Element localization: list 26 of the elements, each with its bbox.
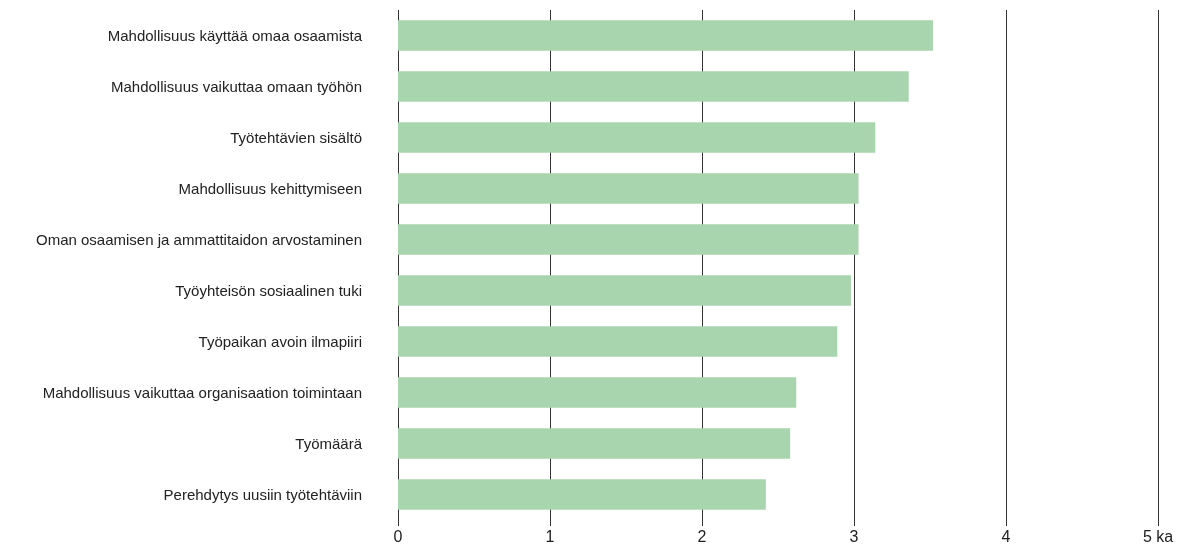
bar — [398, 122, 876, 153]
y-tick-label: Mahdollisuus kehittymiseen — [178, 180, 362, 197]
bar — [398, 326, 838, 357]
x-tick-label: 0 — [393, 527, 403, 545]
y-tick-label: Mahdollisuus vaikuttaa omaan työhön — [111, 78, 362, 95]
bar — [398, 275, 851, 306]
y-tick-label: Perehdytys uusiin työtehtäviin — [163, 486, 362, 503]
bar — [398, 377, 797, 408]
bar — [398, 173, 859, 204]
x-tick-label: 3 — [849, 527, 859, 545]
x-tick-label: 2 — [697, 527, 707, 545]
bar — [398, 224, 859, 255]
y-tick-label: Työpaikan avoin ilmapiiri — [198, 333, 362, 350]
y-tick-label: Mahdollisuus käyttää omaa osaamista — [107, 27, 363, 44]
bar — [398, 428, 791, 459]
bar — [398, 479, 766, 510]
x-tick-label: 1 — [545, 527, 555, 545]
x-tick-label: 4 — [1001, 527, 1011, 545]
bar — [398, 20, 934, 51]
y-tick-label: Oman osaamisen ja ammattitaidon arvostaminen — [36, 231, 362, 248]
bar — [398, 71, 909, 102]
y-tick-label: Mahdollisuus vaikuttaa organisaation toimintaan — [42, 384, 362, 401]
y-tick-label: Työyhteisön sosiaalinen tuki — [175, 282, 362, 299]
y-tick-label: Työtehtävien sisältö — [230, 129, 362, 146]
y-tick-label: Työmäärä — [295, 435, 363, 452]
x-tick-label: 5 ka — [1142, 527, 1174, 545]
